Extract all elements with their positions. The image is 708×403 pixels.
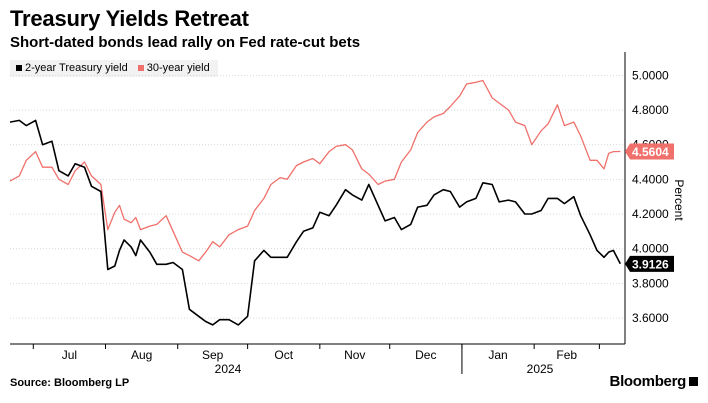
bloomberg-logo-mark <box>689 377 698 386</box>
series-line-2-year <box>9 119 622 326</box>
legend-item-30-year: 30-year yield <box>137 62 210 74</box>
x-tick-label: Nov <box>344 348 365 362</box>
legend-item-2-year: 2-year Treasury yield <box>16 62 128 74</box>
y-tick-label: 4.8000 <box>632 103 669 117</box>
y-tick-label: 4.2000 <box>632 207 669 221</box>
last-value-2-year-box <box>625 255 674 272</box>
source-note: Source: Bloomberg LP <box>10 377 130 389</box>
last-value-30-year-box <box>625 143 674 160</box>
chart-legend: 2-year Treasury yield 30-year yield <box>10 60 218 77</box>
last-value-2-year-text: 3.9126 <box>632 257 669 271</box>
legend-swatch-30-year <box>137 65 144 71</box>
y-tick-label: 3.6000 <box>632 311 669 325</box>
x-tick-label: Sep <box>202 348 224 362</box>
x-tick-label: Dec <box>415 348 436 362</box>
legend-label-2-year: 2-year Treasury yield <box>25 62 128 74</box>
bloomberg-logo: Bloomberg <box>609 373 687 390</box>
series-line-30-year <box>9 79 621 262</box>
x-tick-label: Oct <box>274 348 293 362</box>
year-label-2025: 2025 <box>527 362 554 376</box>
x-tick-label: Jul <box>62 348 77 362</box>
legend-label-30-year: 30-year yield <box>146 62 210 74</box>
chart-subtitle: Short-dated bonds lead rally on Fed rate… <box>10 34 361 51</box>
x-tick-label: Aug <box>131 348 152 362</box>
x-tick-label: Jan <box>488 348 507 362</box>
y-tick-label: 4.0000 <box>632 242 669 256</box>
y-tick-label: 3.8000 <box>632 276 669 290</box>
chart-title: Treasury Yields Retreat <box>10 6 249 31</box>
last-value-30-year-text: 4.5604 <box>632 145 669 159</box>
year-label-2024: 2024 <box>215 362 242 376</box>
y-tick-label: 4.4000 <box>632 172 669 186</box>
y-tick-label: 5.0000 <box>632 68 669 82</box>
y-axis-title: Percent <box>672 179 686 221</box>
legend-swatch-2-year <box>16 65 22 71</box>
x-tick-label: Feb <box>556 348 577 362</box>
